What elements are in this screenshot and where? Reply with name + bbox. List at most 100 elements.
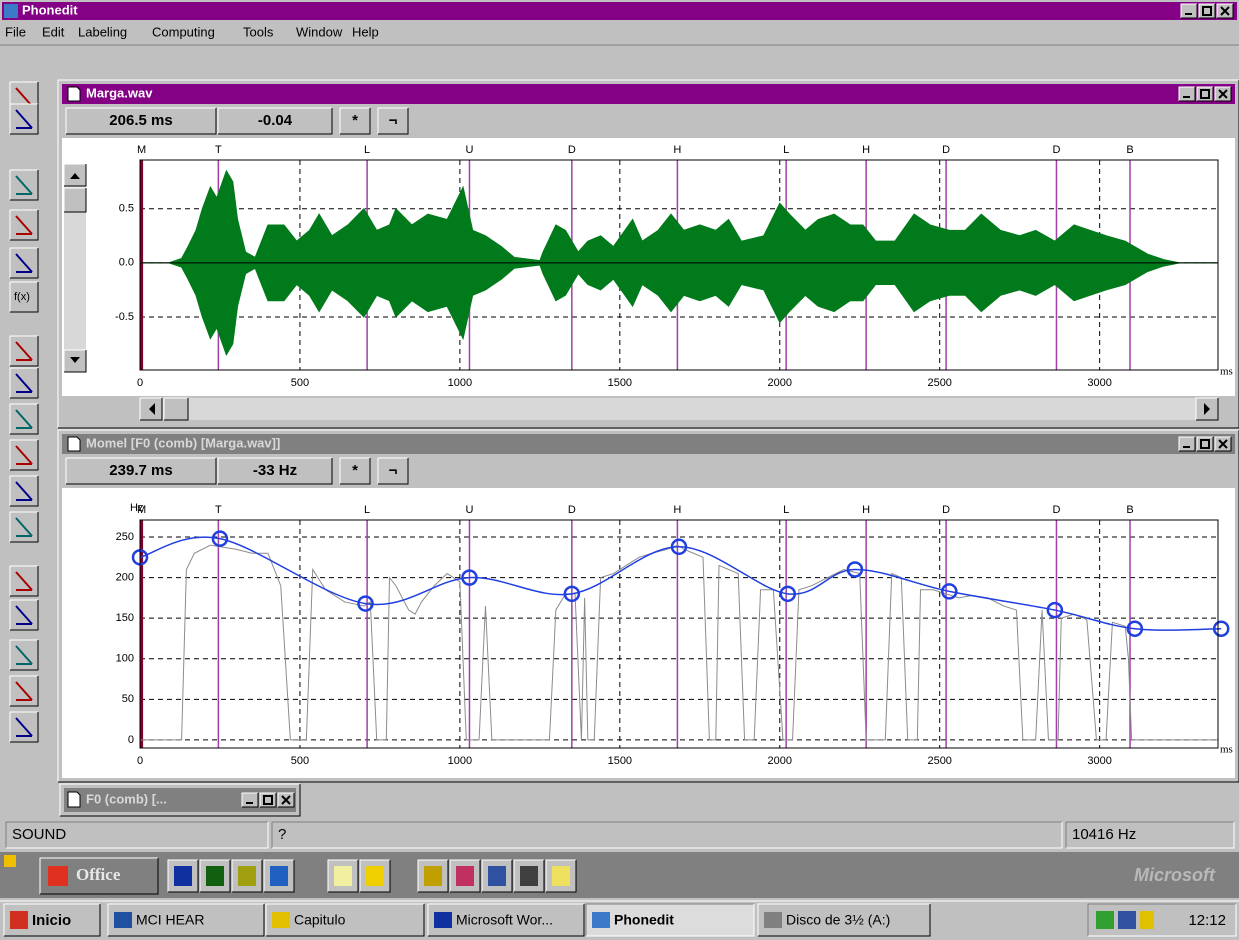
scroll-thumb[interactable] <box>164 398 188 420</box>
toolbar-icon <box>15 481 33 501</box>
task-label[interactable]: Phonedit <box>614 912 674 928</box>
window-button-edge <box>1214 436 1231 451</box>
readout-field <box>66 458 216 484</box>
x-tick-label: 1500 <box>608 755 632 767</box>
window-button-edge <box>1216 3 1233 18</box>
office-app-button-edge <box>418 860 449 893</box>
segment-label: M <box>137 504 146 516</box>
readout-field-edge <box>217 107 332 134</box>
window-button-edge <box>1196 86 1213 101</box>
app-title: Phonedit <box>22 2 78 17</box>
task-button[interactable] <box>586 904 754 936</box>
toolbar-button-edge <box>10 566 39 597</box>
segment-label: D <box>942 144 950 156</box>
status-pane-edge <box>5 821 268 848</box>
menu-item[interactable]: Labeling <box>78 24 127 39</box>
segment-label: T <box>215 144 222 156</box>
tray-icon <box>1118 911 1136 929</box>
menu-item[interactable]: Tools <box>243 24 274 39</box>
scroll-thumb-edge <box>164 398 189 421</box>
task-button[interactable] <box>758 904 930 936</box>
x-tick-label: 1500 <box>608 377 632 389</box>
toolbar-icon <box>15 681 33 701</box>
window-button-edge <box>1196 436 1213 451</box>
menu-item[interactable]: Window <box>296 24 343 39</box>
readout-text: -33 Hz <box>253 462 297 479</box>
readout-field-edge <box>340 458 371 485</box>
toolbar-icon <box>15 409 33 429</box>
window-button-edge <box>277 792 294 807</box>
readout-field[interactable] <box>378 458 408 484</box>
window-button-edge <box>1197 87 1214 102</box>
momel-target <box>461 569 478 586</box>
readout-field[interactable] <box>378 108 408 134</box>
toolbar-button-edge <box>9 169 38 200</box>
toolbar-button-edge <box>9 81 38 112</box>
readout-field[interactable] <box>340 108 370 134</box>
toolbar-button[interactable] <box>10 282 38 312</box>
task-label[interactable]: Microsoft Wor... <box>456 912 553 928</box>
office-app-button-edge <box>167 859 198 892</box>
segment-label: L <box>364 144 370 156</box>
menu-item[interactable]: Help <box>352 24 379 39</box>
task-button[interactable] <box>266 904 424 936</box>
toolbar-button-edge <box>9 511 38 542</box>
segment-label: U <box>466 504 474 516</box>
window-button[interactable] <box>1179 437 1195 451</box>
office-app-button-edge <box>327 859 358 892</box>
office-app-button-edge <box>232 860 263 893</box>
window-button[interactable] <box>1179 87 1195 101</box>
y-tick-label: 100 <box>116 653 134 665</box>
menu-item[interactable]: File <box>5 24 26 39</box>
start-label[interactable]: Inicio <box>32 912 71 929</box>
readout-field-edge <box>218 458 333 485</box>
toolbar-button-edge <box>9 335 38 366</box>
task-label[interactable]: Capitulo <box>294 912 346 928</box>
task-label[interactable]: MCI HEAR <box>136 912 204 928</box>
window-button-edge <box>1197 437 1214 452</box>
readout-field-edge <box>66 108 217 135</box>
momel-target <box>670 538 688 556</box>
scroll-thumb[interactable] <box>64 188 86 212</box>
readout-field[interactable] <box>340 458 370 484</box>
office-app-icon <box>270 866 288 886</box>
toolbar-button-edge <box>10 282 39 313</box>
toolbar-button-edge <box>10 600 39 631</box>
window-button-edge <box>1198 3 1215 18</box>
task-button-edge <box>265 903 424 936</box>
office-app-button-edge <box>199 859 230 892</box>
child-window-edge <box>57 79 1239 428</box>
segment-label: L <box>783 144 789 156</box>
x-tick-label: 0 <box>137 755 143 767</box>
menu-item[interactable]: Computing <box>152 24 215 39</box>
scroll-left-edge <box>139 397 162 420</box>
task-label[interactable]: Disco de 3½ (A:) <box>786 912 890 928</box>
child-title-bar <box>62 434 1235 454</box>
window-button[interactable] <box>242 793 258 807</box>
scroll-thumb-edge <box>163 397 188 420</box>
readout-field-edge <box>377 457 408 484</box>
h-scrollbar <box>140 398 1218 420</box>
toolbar-button-edge <box>9 475 38 506</box>
readout-text: ¬ <box>389 112 398 129</box>
window-button[interactable] <box>1181 4 1197 18</box>
segment-label: D <box>568 144 576 156</box>
menu-item[interactable]: Edit <box>42 24 65 39</box>
toolbar-button-edge <box>9 675 38 706</box>
toolbar-icon <box>15 605 33 625</box>
system-tray-edge <box>1088 904 1237 937</box>
doc-icon <box>67 791 81 808</box>
task-button-edge <box>427 903 584 936</box>
status-pane-edge <box>271 821 1062 848</box>
task-button-edge <box>585 903 754 936</box>
office-app-button-edge <box>545 859 576 892</box>
y-tick-label: 250 <box>116 531 134 543</box>
status-pane-edge <box>1066 822 1235 849</box>
toolbar-icon <box>15 341 33 361</box>
app-title-bar <box>2 2 1237 20</box>
task-button[interactable] <box>108 904 264 936</box>
scroll-left-edge <box>140 398 163 421</box>
readout-field-edge <box>339 457 370 484</box>
task-button[interactable] <box>428 904 584 936</box>
segment-label: D <box>1052 144 1060 156</box>
